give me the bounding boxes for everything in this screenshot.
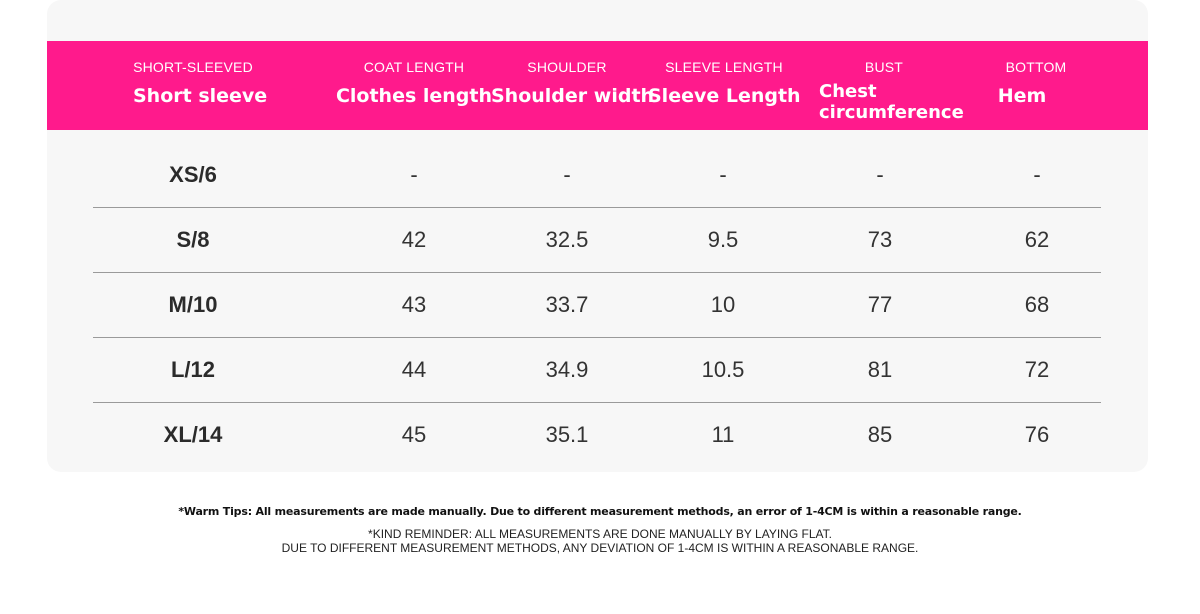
sleeve-length-value: 11 (711, 422, 735, 447)
header-main-label: Chest circumference (819, 81, 964, 123)
warm-tip-note: *Warm Tips: All measurements are made ma… (178, 505, 1022, 518)
header-sub-label: BUST (864, 59, 904, 75)
table-row: L/12 44 34.9 10.5 81 72 (93, 338, 1101, 403)
shoulder-value: 35.1 (545, 422, 589, 447)
bust-value: 73 (867, 227, 893, 252)
shoulder-value: 32.5 (545, 227, 589, 252)
sleeve-length-value: 10 (710, 292, 736, 317)
header-sub-label: SHOULDER (527, 59, 607, 75)
coat-length-value: - (410, 162, 418, 187)
header-size-column: SHORT-SLEEVED Short sleeve (133, 41, 268, 130)
header-sleeve-length-column: SLEEVE LENGTH Sleeve Length (648, 41, 801, 130)
size-label: L/12 (170, 357, 216, 382)
sleeve-length-value: - (719, 162, 727, 187)
header-sub-label: COAT LENGTH (363, 59, 465, 75)
header-main-label: Clothes length (335, 85, 493, 107)
bottom-value: 68 (1024, 292, 1050, 317)
bottom-value: 76 (1024, 422, 1050, 447)
size-label: XS/6 (169, 162, 217, 187)
bust-value: - (876, 162, 884, 187)
table-row: XL/14 45 35.1 11 85 76 (93, 403, 1101, 467)
header-sub-label: SHORT-SLEEVED (133, 59, 253, 75)
header-main-label: Short sleeve (133, 85, 268, 107)
kind-reminder-note: *KIND REMINDER: ALL MEASUREMENTS ARE DON… (0, 527, 1200, 555)
table-row: XS/6 - - - - - (93, 143, 1101, 208)
header-sub-label: BOTTOM (1005, 59, 1067, 75)
coat-length-value: 43 (401, 292, 427, 317)
coat-length-value: 45 (401, 422, 427, 447)
header-shoulder-column: SHOULDER Shoulder width (491, 41, 655, 130)
size-label: S/8 (176, 227, 210, 252)
table-row: M/10 43 33.7 10 77 68 (93, 273, 1101, 338)
header-coat-length-column: COAT LENGTH Clothes length (335, 41, 493, 130)
reminder-line: DUE TO DIFFERENT MEASUREMENT METHODS, AN… (281, 541, 919, 555)
header-bottom-column: BOTTOM Hem (981, 41, 1091, 130)
header-main-label: Shoulder width (491, 85, 655, 107)
sleeve-length-value: 9.5 (707, 227, 739, 252)
size-label: XL/14 (163, 422, 223, 447)
bottom-value: 72 (1024, 357, 1050, 382)
shoulder-value: 34.9 (545, 357, 589, 382)
bust-value: 85 (867, 422, 893, 447)
header-main-label: Hem (997, 85, 1047, 107)
bust-value: 77 (867, 292, 893, 317)
bottom-value: 62 (1024, 227, 1050, 252)
sleeve-length-value: 10.5 (701, 357, 745, 382)
coat-length-value: 44 (401, 357, 427, 382)
bottom-value: - (1033, 162, 1041, 187)
header-sub-label: SLEEVE LENGTH (665, 59, 783, 75)
coat-length-value: 42 (401, 227, 427, 252)
size-chart-table: XS/6 - - - - - S/8 42 32.5 9.5 73 62 M/1… (93, 143, 1101, 467)
size-chart-header: SHORT-SLEEVED Short sleeve COAT LENGTH C… (47, 41, 1148, 130)
bust-value: 81 (867, 357, 893, 382)
shoulder-value: 33.7 (545, 292, 589, 317)
shoulder-value: - (563, 162, 571, 187)
header-bust-column: BUST Chest circumference (819, 41, 964, 130)
reminder-line: *KIND REMINDER: ALL MEASUREMENTS ARE DON… (368, 527, 832, 541)
table-row: S/8 42 32.5 9.5 73 62 (93, 208, 1101, 273)
header-main-label: Sleeve Length (648, 85, 801, 107)
size-label: M/10 (168, 292, 218, 317)
